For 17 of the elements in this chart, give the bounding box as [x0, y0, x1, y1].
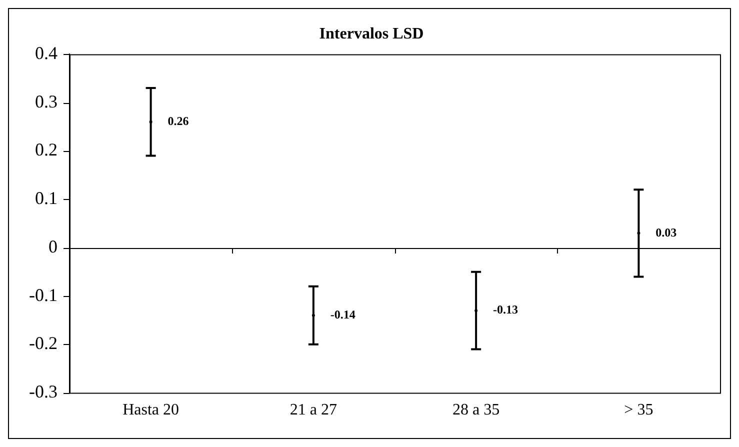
y-tick-label: 0.4 — [34, 42, 58, 63]
data-label: -0.14 — [330, 308, 356, 322]
y-tick-label: 0 — [48, 236, 58, 256]
y-tick-label: -0.3 — [28, 382, 58, 402]
x-tick-label: Hasta 20 — [122, 402, 180, 419]
y-tick-label: -0.1 — [28, 284, 58, 305]
x-tick-label: 21 a 27 — [290, 402, 337, 419]
data-label: -0.13 — [493, 302, 518, 317]
data-label: 0.03 — [656, 225, 677, 240]
chart-title: Intervalos LSD — [319, 26, 424, 43]
y-tick-label: 0.2 — [34, 140, 58, 160]
x-tick-label: 28 a 35 — [452, 402, 500, 419]
data-label: 0.26 — [168, 114, 189, 128]
x-tick-label: > 35 — [624, 402, 654, 419]
y-tick-label: -0.2 — [28, 333, 58, 354]
y-tick-label: 0.1 — [34, 188, 58, 208]
y-tick-label: 0.3 — [34, 91, 58, 112]
